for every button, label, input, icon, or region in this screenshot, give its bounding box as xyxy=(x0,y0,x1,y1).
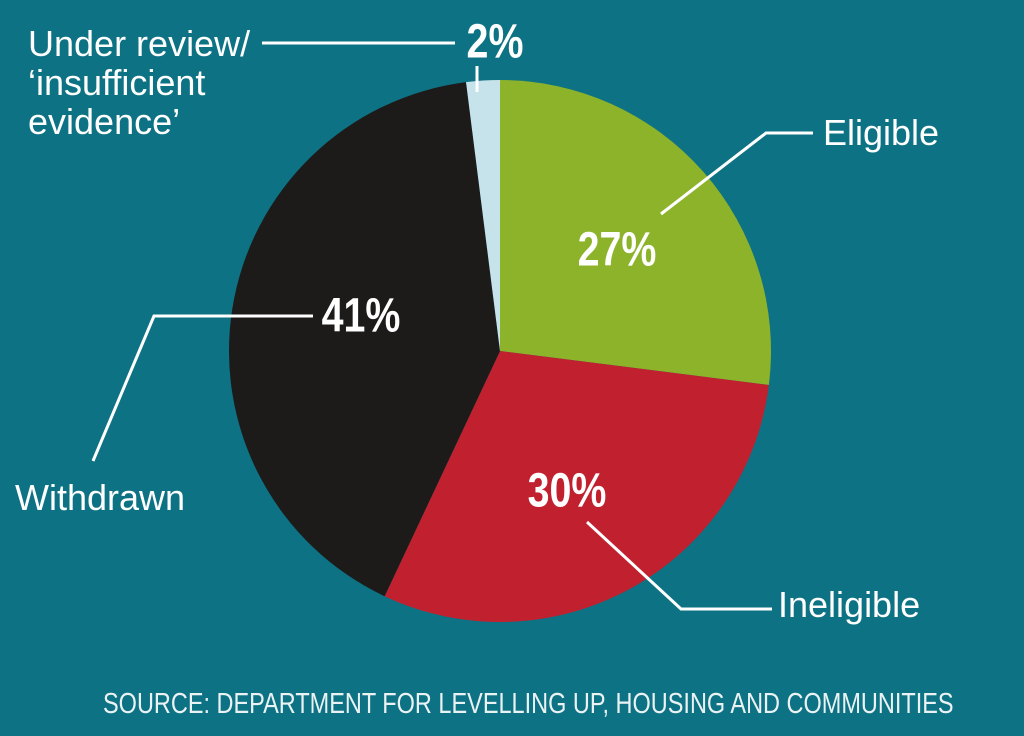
callout-label-under-review: Under review/‘insufficient evidence’ xyxy=(28,24,250,141)
slice-value-label-eligible: 27% xyxy=(577,223,657,277)
pie-slice-under-review-insufficient-evidence xyxy=(466,80,500,351)
callout-label-withdrawn: Withdrawn xyxy=(15,477,186,518)
callout-label-ineligible: Ineligible xyxy=(778,584,921,625)
leader-line-withdrawn xyxy=(91,314,313,462)
under-review-line-3: evidence’ xyxy=(28,101,181,142)
leader-line-ineligible xyxy=(585,520,772,611)
pie-slices-group xyxy=(228,80,771,623)
slice-value-label-under-review: 2% xyxy=(466,15,524,69)
pie-slice-withdrawn xyxy=(228,82,500,597)
under-review-line-1: Under review/ xyxy=(28,23,251,64)
leader-line-eligible xyxy=(660,131,813,216)
under-review-line-2: ‘insufficient xyxy=(28,62,206,103)
callout-label-eligible: Eligible xyxy=(823,112,940,153)
pie-slice-ineligible xyxy=(384,351,769,623)
pie-slice-eligible xyxy=(500,80,771,385)
source-attribution: SOURCE: DEPARTMENT FOR LEVELLING UP, HOU… xyxy=(103,688,954,720)
slice-value-label-ineligible: 30% xyxy=(527,464,607,518)
slice-value-label-withdrawn: 41% xyxy=(321,289,401,343)
